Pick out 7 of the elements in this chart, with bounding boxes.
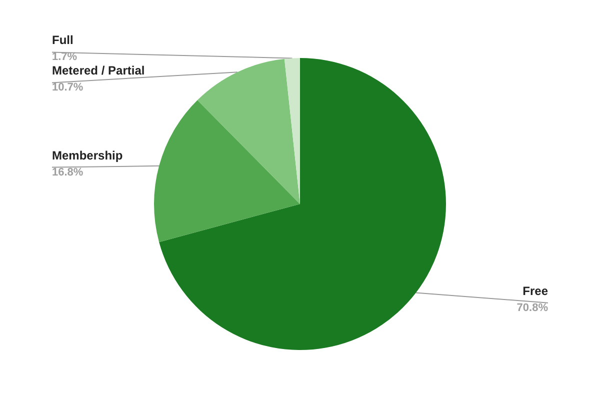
slice-label: Membership <box>52 148 123 162</box>
data-label: 10.7% <box>52 82 84 94</box>
slice-label: Free <box>522 284 548 298</box>
slice-label: Full <box>52 33 74 48</box>
slice-label: Metered / Partial <box>52 64 145 78</box>
data-label: 70.8% <box>516 302 548 314</box>
data-label: 16.8% <box>52 166 84 178</box>
